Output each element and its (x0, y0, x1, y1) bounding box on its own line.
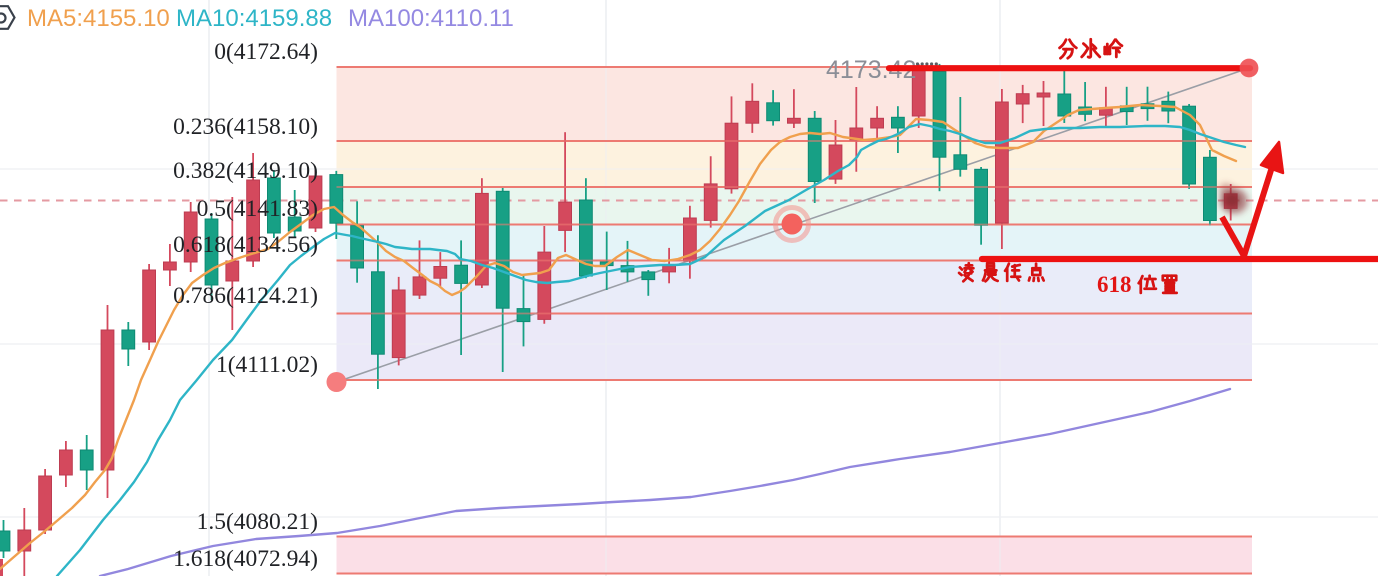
svg-text:0.5(4141.83): 0.5(4141.83) (197, 196, 318, 222)
svg-text:0.382(4149.10): 0.382(4149.10) (173, 158, 318, 184)
svg-text:MA10:4159.88: MA10:4159.88 (176, 5, 332, 32)
svg-text:MA100:4110.11: MA100:4110.11 (348, 5, 514, 32)
svg-text:1.618(4072.94): 1.618(4072.94) (173, 546, 318, 572)
svg-text:1(4111.02): 1(4111.02) (216, 352, 318, 378)
svg-text:0.236(4158.10): 0.236(4158.10) (173, 114, 318, 140)
svg-text:0.786(4124.21): 0.786(4124.21) (173, 283, 318, 309)
svg-text:MA5:4155.10: MA5:4155.10 (27, 5, 170, 32)
svg-text:0(4172.64): 0(4172.64) (214, 39, 318, 65)
svg-text:1.5(4080.21): 1.5(4080.21) (197, 509, 318, 535)
svg-text:0.618(4134.56): 0.618(4134.56) (173, 232, 318, 258)
svg-text:618: 618 (1097, 272, 1132, 297)
